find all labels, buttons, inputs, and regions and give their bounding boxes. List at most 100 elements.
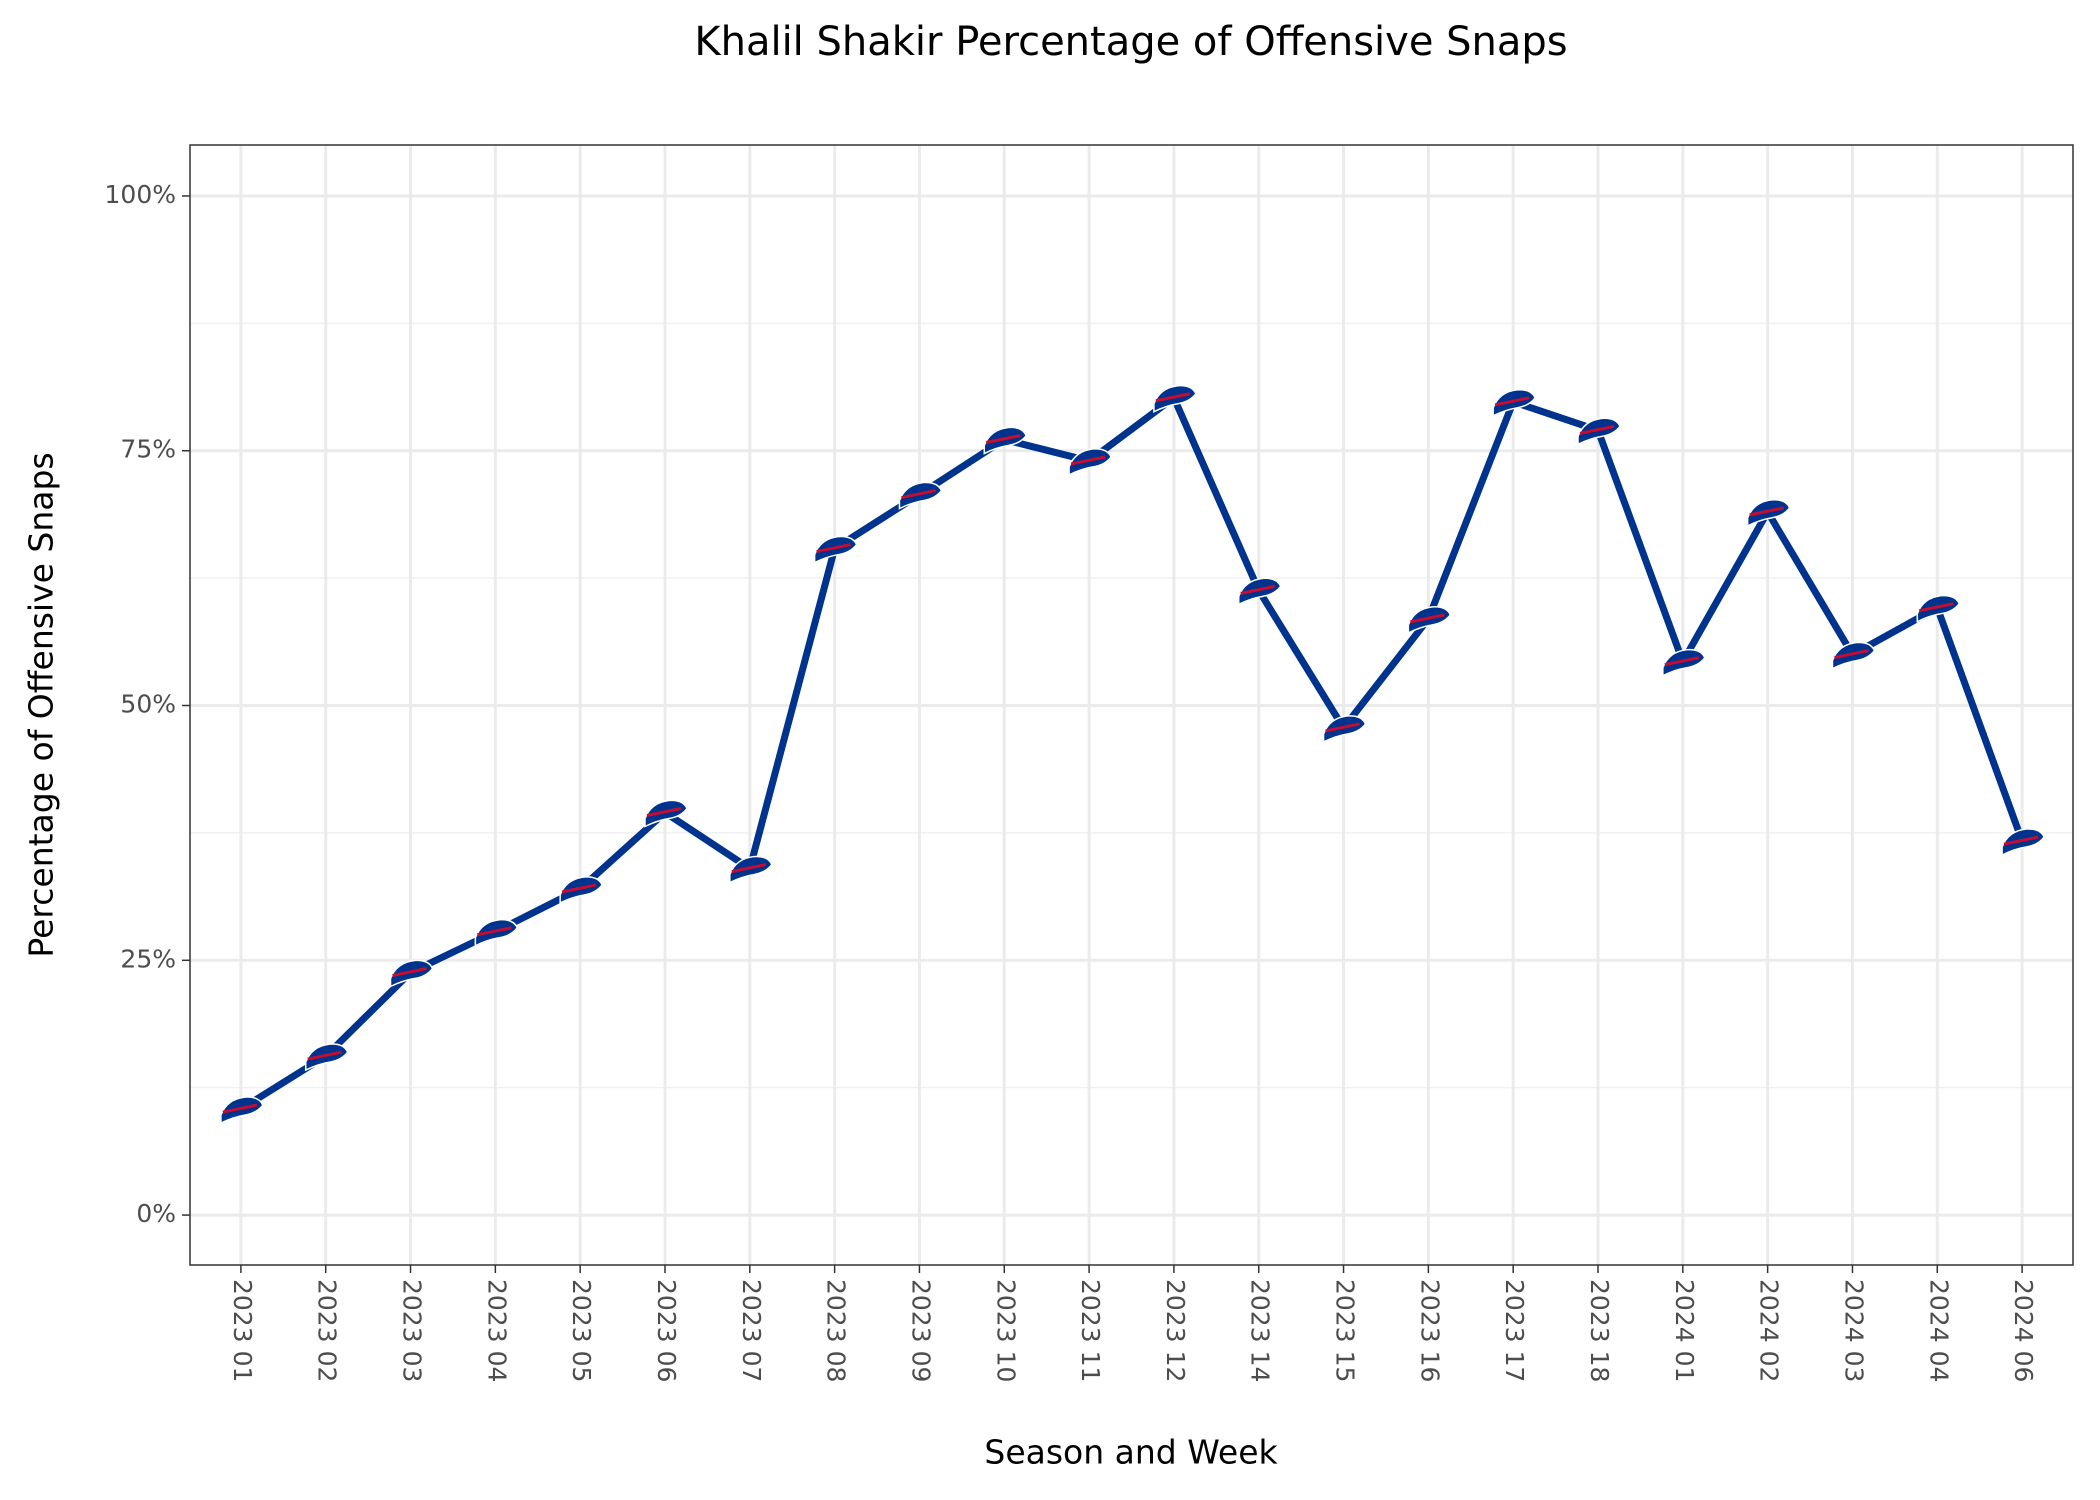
point-marker: [389, 959, 434, 988]
x-tick-label: 2023 01: [228, 1279, 257, 1382]
logo-body: [1662, 648, 1706, 677]
point-marker: [2001, 828, 2045, 857]
logo-stripe: [1834, 649, 1869, 660]
point-marker: [304, 1043, 349, 1072]
point-marker: [1662, 648, 1706, 677]
logo-stripe: [307, 1050, 343, 1061]
logo-body: [983, 426, 1028, 455]
logo-body: [1237, 577, 1282, 606]
x-tick-label: 2023 11: [1076, 1279, 1105, 1382]
logo-stripe: [1664, 656, 1700, 667]
point-marker: [1407, 606, 1452, 635]
point-marker: [729, 855, 773, 884]
plot-area: [220, 384, 2045, 1125]
logo-body: [1577, 417, 1621, 446]
point-marker: [898, 481, 943, 510]
logo-stripe: [1410, 613, 1445, 624]
logo-body: [1068, 448, 1112, 477]
point-marker: [1068, 448, 1112, 477]
x-tick-label: 2023 18: [1585, 1279, 1614, 1382]
point-marker: [644, 799, 688, 828]
x-tick-label: 2024 02: [1755, 1279, 1784, 1382]
logo-stripe: [985, 434, 1021, 444]
x-tick-label: 2023 08: [822, 1279, 851, 1382]
point-marker: [813, 535, 858, 564]
logo-stripe: [561, 883, 597, 894]
point-marker: [1153, 384, 1197, 413]
x-tick-label: 2024 04: [1924, 1279, 1953, 1382]
logo-body: [1746, 499, 1791, 528]
y-tick-label: 50%: [120, 690, 176, 719]
logo-body: [898, 481, 943, 510]
logo-stripe: [646, 807, 682, 817]
logo-stripe: [1494, 396, 1530, 407]
x-tick-label: 2023 04: [482, 1279, 511, 1382]
y-tick-label: 0%: [136, 1199, 176, 1228]
logo-body: [729, 855, 773, 884]
x-tick-label: 2024 06: [2009, 1279, 2038, 1382]
point-marker: [559, 876, 604, 905]
x-tick-label: 2023 10: [991, 1279, 1020, 1382]
logo-stripe: [731, 863, 767, 874]
point-marker: [1237, 577, 1282, 606]
point-marker: [1916, 594, 1961, 623]
point-marker: [1831, 641, 1876, 670]
logo-stripe: [1070, 455, 1106, 466]
x-tick-label: 2023 06: [652, 1279, 681, 1382]
logo-stripe: [1918, 602, 1954, 613]
x-tick-label: 2023 16: [1415, 1279, 1444, 1382]
point-marker: [220, 1096, 264, 1125]
logo-body: [1492, 388, 1537, 418]
logo-stripe: [1749, 506, 1784, 517]
logo-body: [813, 535, 858, 564]
logo-stripe: [1325, 722, 1360, 733]
logo-body: [2001, 828, 2045, 857]
point-marker: [983, 426, 1028, 455]
x-tick-label: 2023 17: [1500, 1279, 1529, 1382]
y-axis-title: Percentage of Offensive Snaps: [22, 452, 61, 957]
x-tick-label: 2023 09: [906, 1279, 935, 1382]
logo-stripe: [2003, 835, 2039, 846]
logo-stripe: [1155, 392, 1191, 403]
x-tick-label: 2023 03: [398, 1279, 427, 1382]
logo-body: [644, 799, 688, 828]
logo-body: [1407, 606, 1452, 635]
chart-title: Khalil Shakir Percentage of Offensive Sn…: [694, 19, 1567, 65]
point-marker: [1577, 417, 1621, 446]
logo-body: [1831, 641, 1876, 670]
series-line: [239, 394, 2026, 1113]
logo-stripe: [1579, 424, 1615, 435]
logo-body: [474, 918, 519, 947]
grid: [190, 145, 2073, 1265]
logo-body: [304, 1043, 349, 1072]
logo-stripe: [477, 926, 512, 937]
y-tick-label: 75%: [120, 435, 176, 464]
point-marker: [474, 918, 519, 947]
logo-body: [1916, 594, 1961, 623]
point-marker: [1492, 388, 1537, 418]
logo-body: [220, 1096, 264, 1125]
logo-stripe: [816, 543, 851, 554]
point-marker: [1746, 499, 1791, 528]
x-tick-label: 2023 07: [737, 1279, 766, 1382]
x-tick-label: 2024 01: [1670, 1279, 1699, 1382]
x-tick-label: 2023 14: [1246, 1279, 1275, 1382]
logo-body: [1153, 384, 1197, 413]
x-axis-title: Season and Week: [984, 1433, 1278, 1472]
point-marker: [1322, 715, 1367, 744]
x-tick-label: 2023 02: [313, 1279, 342, 1382]
logo-stripe: [392, 967, 427, 977]
x-tick-label: 2023 12: [1161, 1279, 1190, 1382]
logo-stripe: [222, 1103, 258, 1114]
logo-body: [389, 959, 434, 988]
x-tick-label: 2023 15: [1331, 1279, 1360, 1382]
logo-body: [1322, 715, 1367, 744]
logo-body: [559, 876, 604, 905]
logo-stripe: [1240, 584, 1276, 595]
logo-stripe: [901, 489, 936, 500]
x-tick-label: 2023 05: [567, 1279, 596, 1382]
y-tick-label: 100%: [105, 180, 176, 209]
y-tick-label: 25%: [120, 944, 176, 973]
x-tick-label: 2024 03: [1839, 1279, 1868, 1382]
